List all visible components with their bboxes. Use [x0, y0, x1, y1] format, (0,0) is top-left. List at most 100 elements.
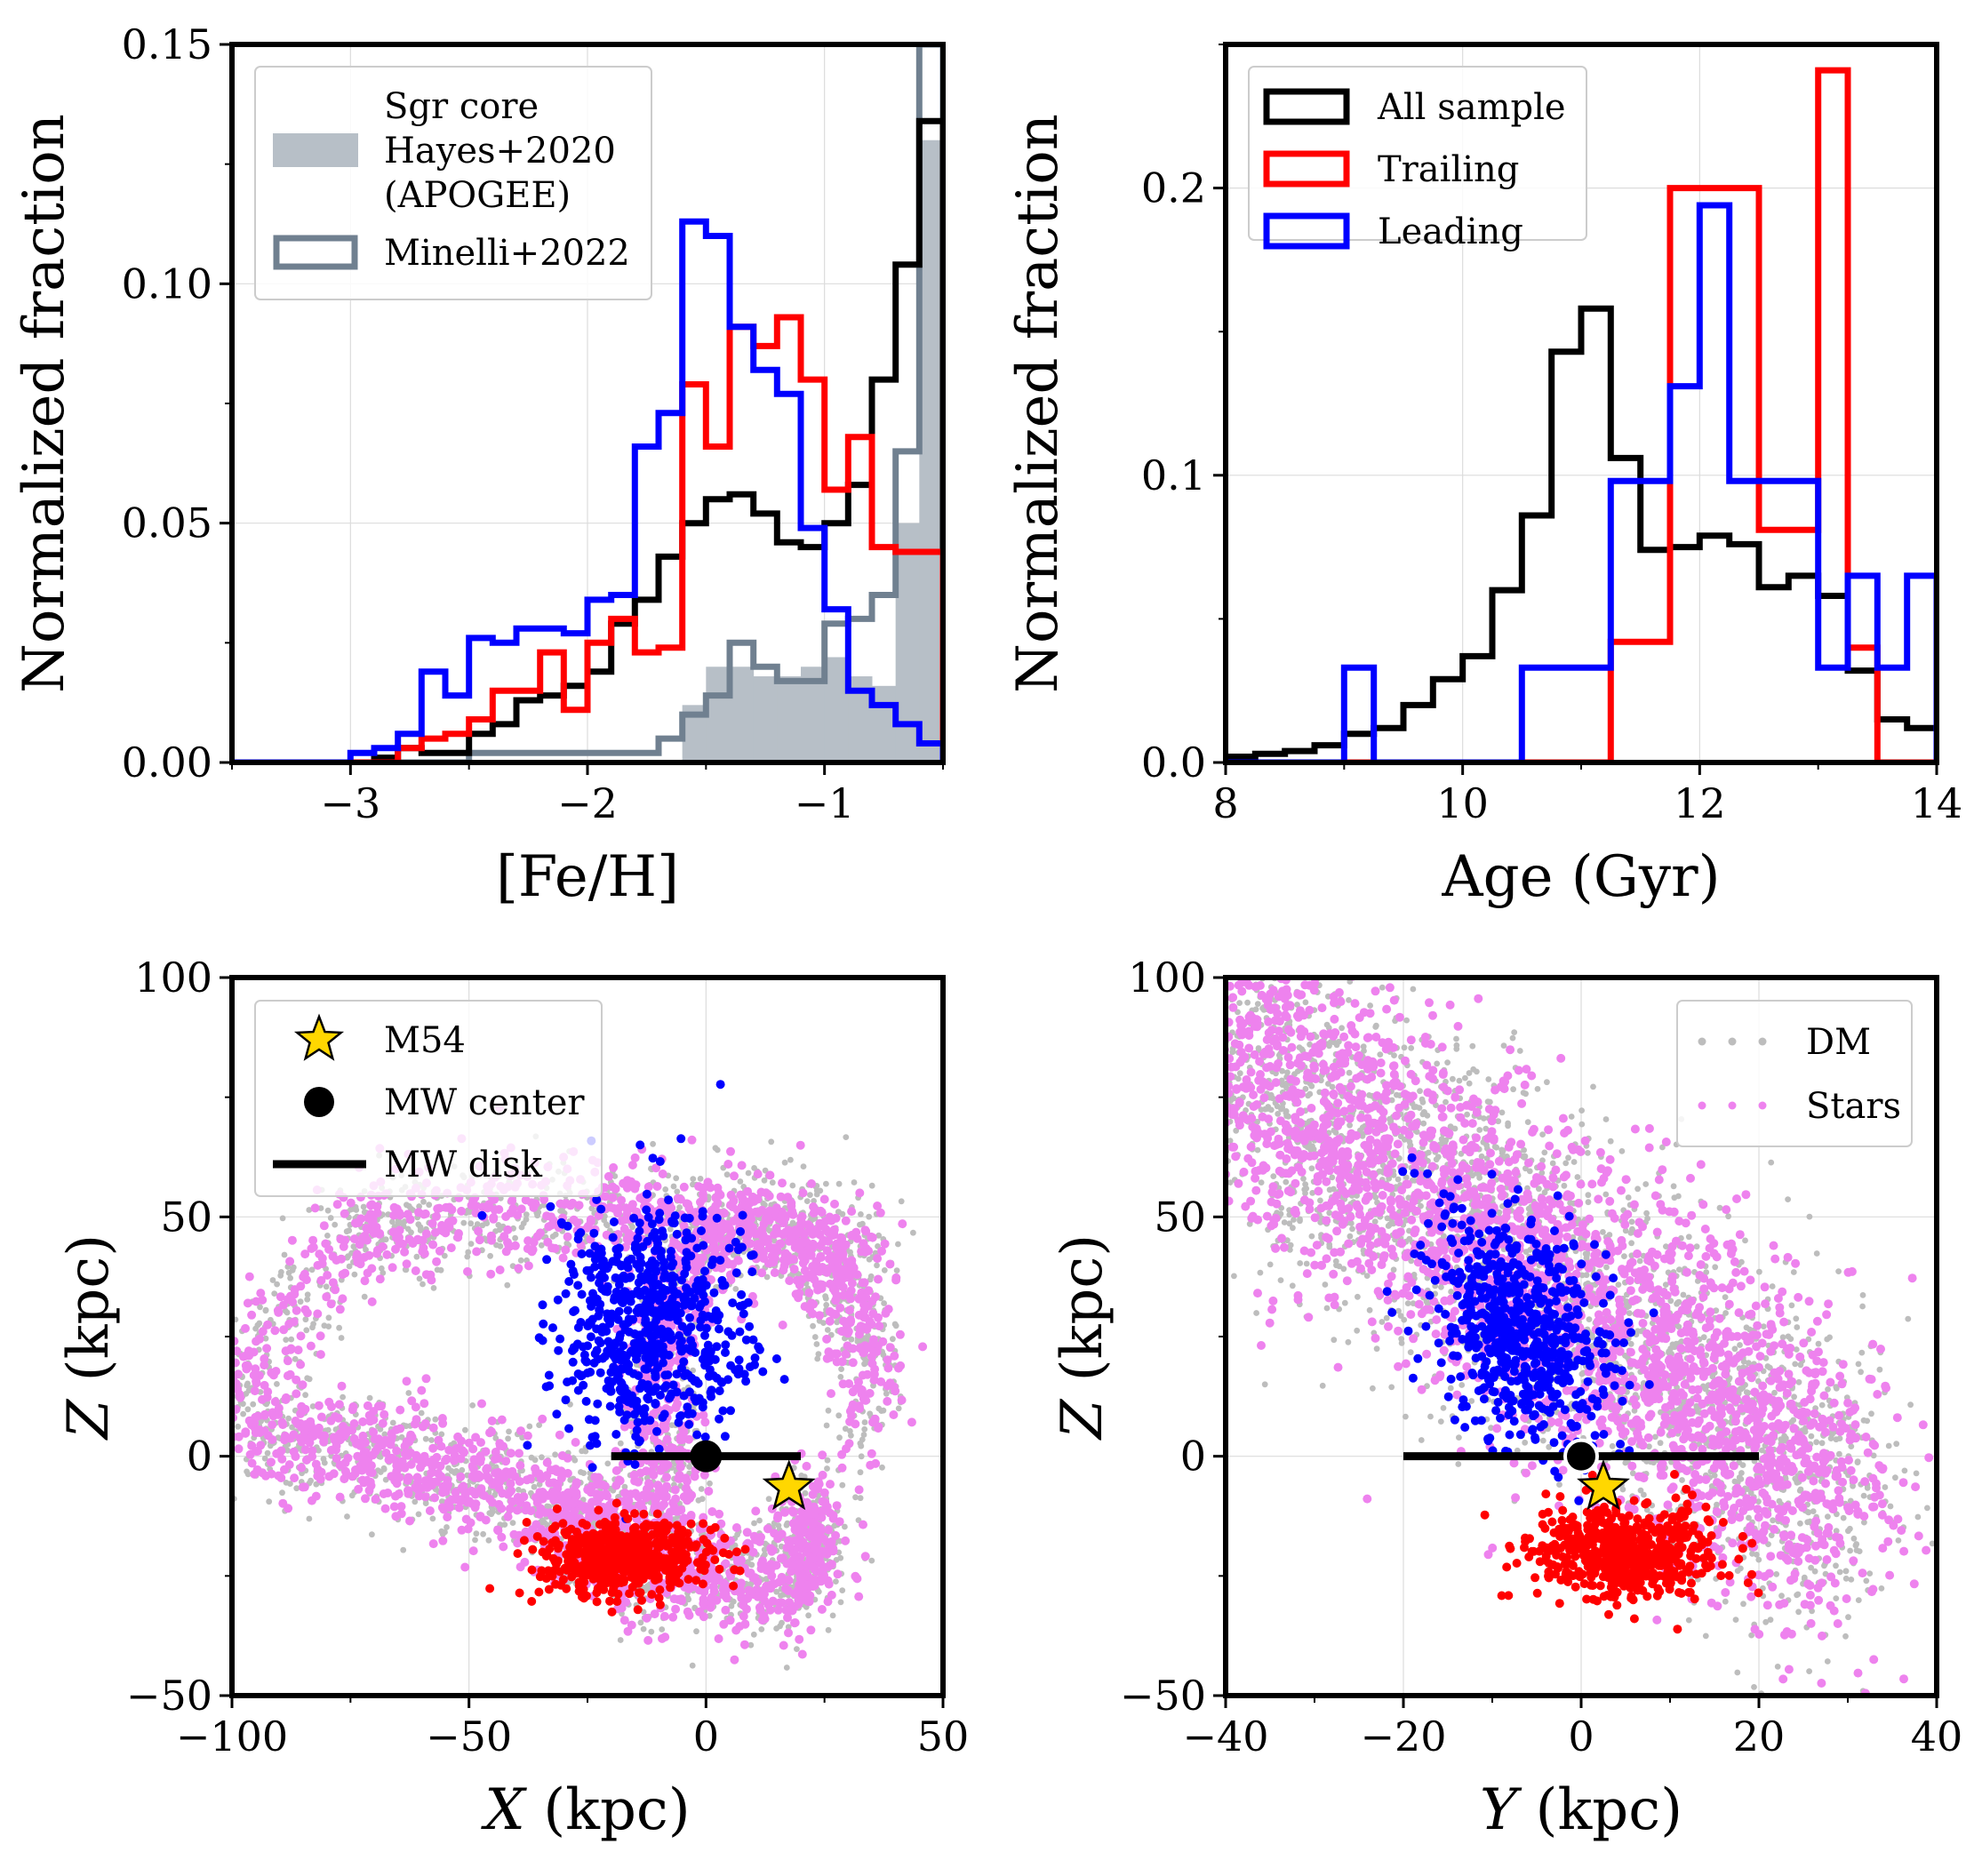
star-particle-point	[832, 1239, 842, 1249]
star-particle-point	[668, 1612, 678, 1622]
dm-point	[220, 1340, 226, 1346]
x-tick-label: 8	[1212, 779, 1238, 827]
dm-point	[389, 1419, 396, 1426]
hist-bar	[824, 657, 849, 762]
star-particle-point	[869, 1369, 879, 1379]
star-particle-point	[443, 1513, 452, 1522]
star-particle-point	[235, 1389, 244, 1399]
star-particle-point	[700, 1417, 710, 1427]
star-particle-point	[658, 1170, 667, 1178]
star-particle-point	[778, 1321, 787, 1329]
dm-point	[820, 1320, 827, 1326]
star-particle-point	[420, 1492, 430, 1502]
x-axis-label: [Fe/H]	[496, 844, 679, 910]
dm-point	[875, 1232, 883, 1239]
star-particle-point	[405, 1516, 414, 1526]
dm-point	[842, 1523, 848, 1530]
star-particle-point	[683, 1476, 691, 1486]
star-particle-point	[537, 1473, 546, 1483]
series-leading	[1226, 202, 1937, 762]
star-particle-point	[340, 1209, 349, 1218]
star-particle-point	[506, 1487, 515, 1497]
dm-point	[422, 1500, 429, 1506]
star-particle-point	[371, 1495, 380, 1504]
hist-bar	[777, 676, 802, 762]
legend-label: Leading	[1378, 212, 1523, 252]
dm-point	[204, 1333, 211, 1339]
dm-point	[468, 1220, 475, 1227]
dm-point	[278, 1269, 284, 1275]
star-particle-point	[783, 1575, 793, 1585]
star-particle-point	[474, 1226, 484, 1236]
star-particle-point	[283, 1371, 292, 1381]
star-particle-point	[475, 1235, 484, 1245]
dm-point	[824, 1327, 831, 1333]
star-particle-point	[457, 1525, 467, 1535]
star-particle-point	[400, 1463, 410, 1473]
dm-point	[617, 1440, 624, 1447]
dm-point	[302, 1316, 309, 1323]
dm-point	[489, 1506, 496, 1513]
star-particle-point	[258, 1327, 268, 1337]
star-particle-point	[481, 1515, 491, 1525]
dm-point	[501, 1521, 508, 1528]
star-particle-point	[855, 1188, 865, 1198]
dm-point	[898, 1198, 905, 1205]
star-particle-point	[323, 1271, 332, 1280]
star-particle-point	[855, 1404, 865, 1413]
star-particle-point	[414, 1208, 423, 1217]
star-particle-point	[250, 1469, 260, 1479]
dm-point	[874, 1262, 880, 1269]
dm-point	[762, 1551, 768, 1558]
star-particle-point	[687, 1490, 697, 1500]
star-particle-point	[624, 1496, 634, 1505]
dm-point	[348, 1492, 356, 1499]
dm-point	[289, 1267, 296, 1273]
dm-point	[803, 1198, 811, 1204]
star-particle-point	[683, 1200, 693, 1209]
dm-point	[360, 1203, 367, 1210]
dm-point	[338, 1335, 345, 1341]
hist-step-line	[232, 314, 943, 762]
series-minelli-2022	[232, 44, 943, 762]
star-particle-point	[250, 1386, 260, 1396]
dm-point	[400, 1546, 407, 1553]
star-particle-point	[300, 1405, 309, 1415]
star-particle-point	[290, 1473, 300, 1483]
star-particle-point	[868, 1309, 878, 1319]
dm-point	[693, 1628, 699, 1635]
dm-point	[833, 1578, 839, 1585]
legend-patch-step	[1263, 212, 1350, 250]
star-particle-point	[833, 1569, 843, 1579]
dm-point	[274, 1281, 280, 1288]
star-particle-point	[750, 1193, 760, 1203]
dm-point	[523, 1211, 530, 1217]
star-particle-point	[234, 1444, 244, 1454]
dm-point	[240, 1410, 246, 1417]
star-particle-point	[848, 1387, 858, 1397]
dm-point	[380, 1270, 387, 1276]
star-particle-point	[432, 1211, 441, 1221]
y-tick-label: 0.0	[1141, 738, 1206, 786]
dm-point	[264, 1449, 271, 1457]
dm-point	[287, 1481, 293, 1487]
dm-point	[895, 1241, 901, 1248]
star-particle-point	[650, 1609, 659, 1619]
star-particle-point	[418, 1247, 428, 1257]
star-particle-point	[327, 1402, 336, 1411]
star-particle-point	[841, 1536, 851, 1545]
star-particle-point	[383, 1489, 393, 1497]
star-particle-point	[367, 1264, 377, 1273]
star-particle-point	[627, 1161, 637, 1170]
dm-point	[769, 1179, 776, 1186]
dm-point	[857, 1221, 863, 1228]
dm-point	[698, 1486, 705, 1492]
dm-point	[194, 1385, 200, 1392]
dm-point	[509, 1520, 516, 1526]
star-particle-point	[418, 1422, 428, 1432]
dm-point	[432, 1416, 439, 1423]
star-particle-point	[493, 1525, 502, 1535]
star-particle-point	[258, 1295, 268, 1305]
dm-point	[552, 1451, 558, 1458]
